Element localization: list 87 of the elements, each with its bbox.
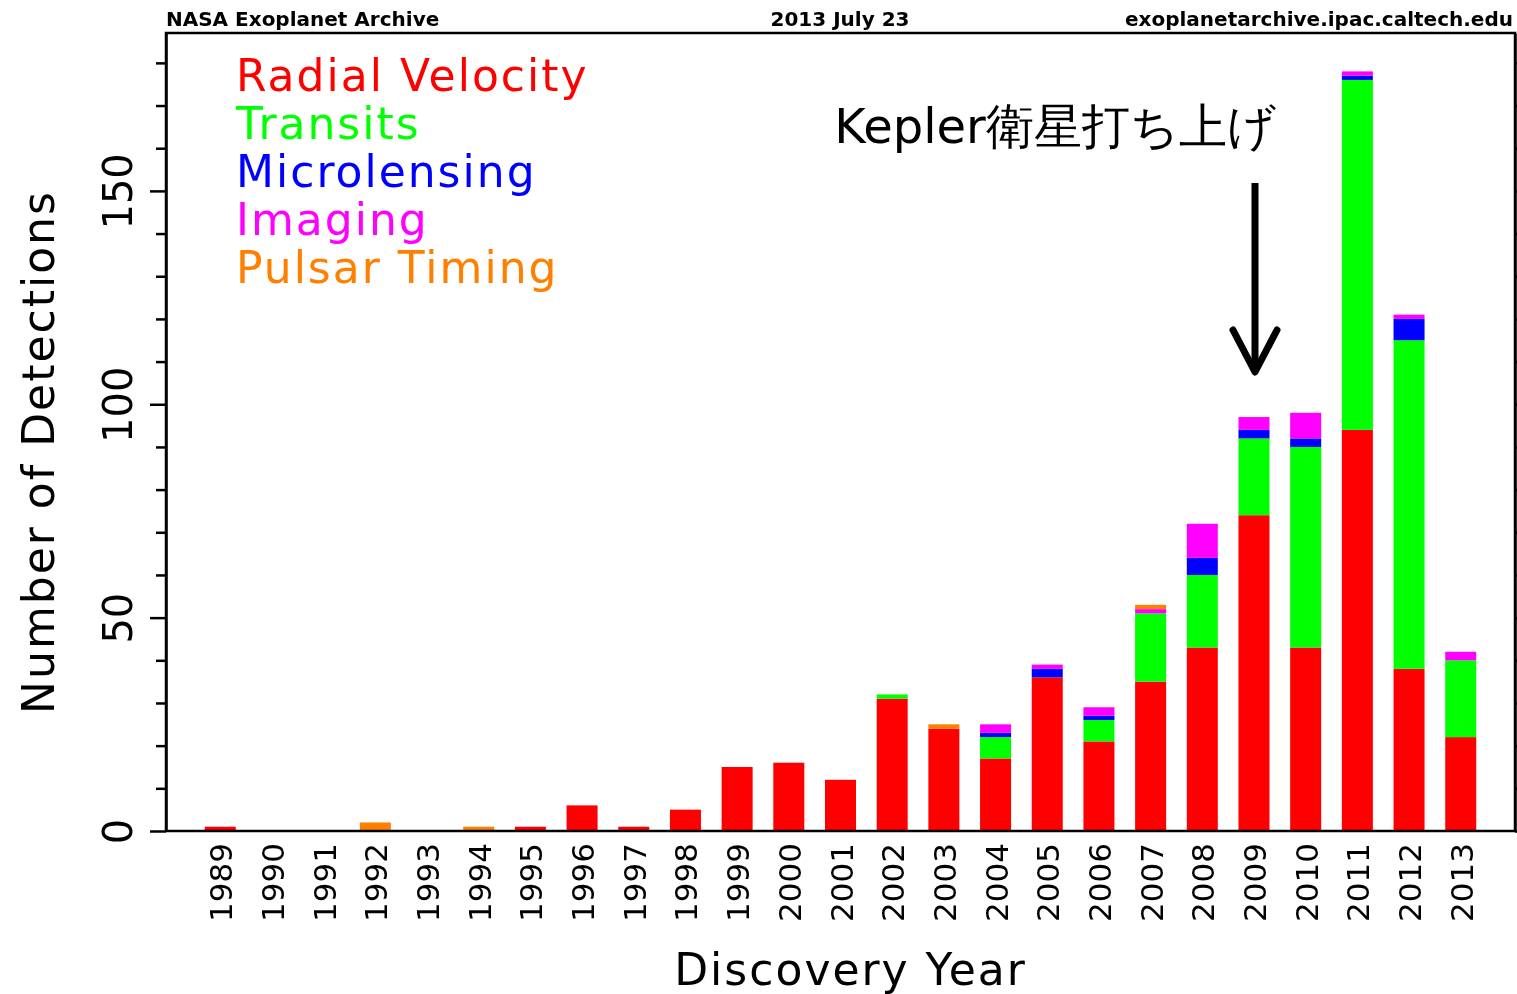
bar [1341, 79, 1373, 430]
text: Radial Velocity [236, 50, 589, 101]
bar [1238, 429, 1270, 439]
bar [1445, 651, 1477, 661]
bar [1186, 574, 1218, 648]
x-tick-label: 2002 [875, 843, 912, 922]
bar [980, 724, 1012, 733]
bar [928, 728, 960, 831]
x-tick-label: 2009 [1236, 843, 1273, 922]
bar [1393, 318, 1425, 341]
bar [721, 766, 753, 831]
bar [1341, 75, 1373, 80]
x-tick-label: 1992 [358, 843, 395, 922]
bar [1186, 523, 1218, 558]
x-tick-label: 1993 [410, 843, 447, 922]
x-tick-label: 1995 [513, 843, 550, 922]
bar [876, 698, 908, 831]
bar [1393, 340, 1425, 669]
bar [1445, 737, 1477, 831]
bar [1290, 446, 1322, 648]
x-axis-title: Discovery Year [674, 944, 1027, 994]
bar [824, 779, 857, 831]
bar [1031, 664, 1063, 669]
text: NASA Exoplanet Archive [166, 7, 440, 31]
x-tick-label: 1990 [254, 843, 291, 922]
bar [566, 805, 598, 831]
bar [876, 694, 908, 699]
bar [1083, 741, 1115, 831]
bar [1341, 71, 1373, 76]
bar [1445, 660, 1477, 738]
y-tick-label: 0 [95, 818, 141, 845]
bar [1083, 707, 1115, 716]
x-tick-label: 2007 [1133, 843, 1170, 922]
x-tick-label: 2012 [1392, 843, 1429, 922]
bar [1083, 720, 1115, 742]
bar [1238, 417, 1270, 430]
bar [1083, 715, 1115, 721]
y-axis-title: Number of Detections [13, 190, 64, 714]
bar [980, 758, 1012, 831]
x-tick-label: 2003 [926, 843, 963, 922]
x-tick-label: 1998 [668, 843, 705, 922]
x-tick-label: 2004 [978, 843, 1015, 922]
bar [1135, 609, 1167, 614]
bar [1238, 515, 1270, 831]
bar [1031, 677, 1063, 831]
y-tick-label: 50 [95, 592, 141, 644]
bar [1290, 438, 1322, 447]
bar [980, 737, 1012, 759]
bar [1135, 681, 1167, 831]
annotation: Kepler衛星打ち上げ [834, 98, 1276, 154]
bar [1238, 438, 1270, 516]
x-tick-label: 2011 [1340, 843, 1377, 922]
x-tick-label: 2001 [823, 843, 860, 922]
bar [1290, 647, 1322, 831]
bar [1290, 412, 1322, 439]
bar [980, 732, 1012, 738]
x-tick-label: 2008 [1185, 843, 1222, 922]
bar [359, 822, 391, 831]
bar [773, 762, 805, 831]
bar [1393, 668, 1425, 831]
bar [1031, 668, 1063, 678]
x-tick-label: 2010 [1288, 843, 1325, 922]
bar [1393, 314, 1425, 319]
text: exoplanetarchive.ipac.caltech.edu [1124, 7, 1513, 31]
x-tick-label: 1999 [720, 843, 757, 922]
bar [1135, 604, 1167, 610]
text: 2013 July 23 [770, 7, 910, 31]
text: Transits [235, 98, 421, 149]
text: Imaging [236, 194, 429, 245]
y-tick-label: 100 [95, 366, 141, 443]
bar [1135, 613, 1167, 682]
x-tick-label: 1994 [461, 843, 498, 922]
bar [1186, 557, 1218, 575]
bar [928, 724, 960, 729]
x-tick-label: 2013 [1443, 843, 1480, 922]
x-tick-label: 2000 [771, 843, 808, 922]
x-tick-label: 1996 [565, 843, 602, 922]
x-tick-label: 2006 [1081, 843, 1118, 922]
x-tick-label: 1997 [616, 843, 653, 922]
bar [1186, 647, 1218, 831]
text: Microlensing [236, 146, 537, 197]
x-tick-label: 2005 [1030, 843, 1067, 922]
bar [1341, 429, 1373, 831]
x-tick-label: 1991 [306, 843, 343, 922]
y-tick-label: 150 [95, 153, 141, 230]
bar [669, 809, 701, 831]
x-tick-label: 1989 [203, 843, 240, 922]
